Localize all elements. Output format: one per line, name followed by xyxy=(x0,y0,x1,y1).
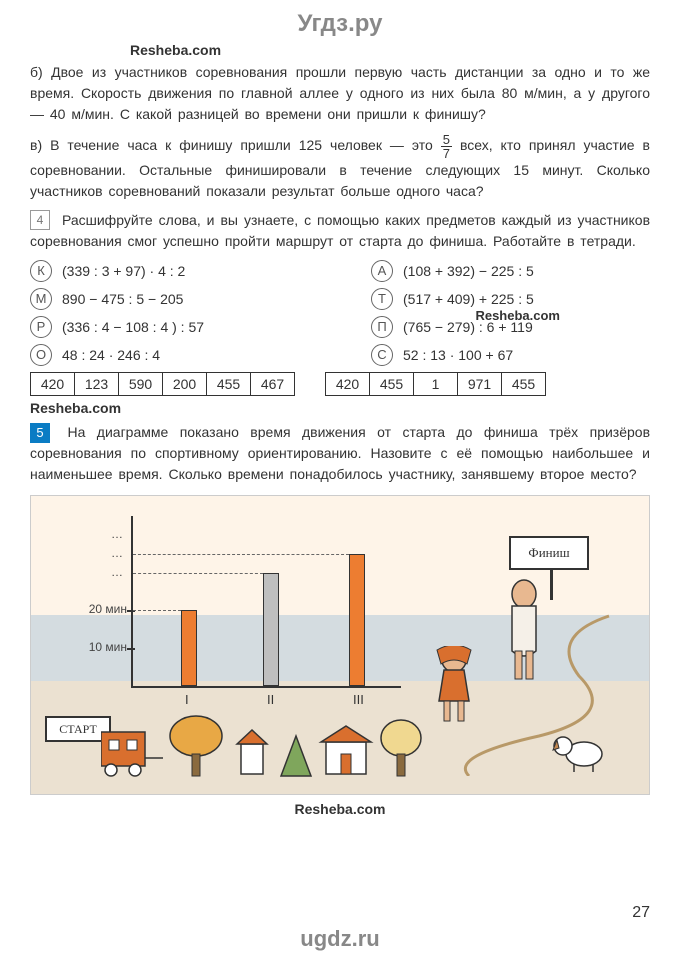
answer-cell: 455 xyxy=(502,373,546,396)
expression-text: (336 : 4 − 108 : 4 ) : 57 xyxy=(62,319,204,335)
y-dots-label: … xyxy=(111,527,123,541)
answer-cell: 200 xyxy=(163,373,207,396)
letter-circle: П xyxy=(371,316,393,338)
finish-post xyxy=(550,570,553,600)
frac-den: 7 xyxy=(441,147,452,160)
answer-cell: 467 xyxy=(251,373,295,396)
path-curve xyxy=(439,606,619,776)
frac-num: 5 xyxy=(441,133,452,147)
problem-b-text: б) Двое из участников соревнования прошл… xyxy=(30,62,650,125)
expression-text: 890 − 475 : 5 − 205 xyxy=(62,291,183,307)
answer-cell: 455 xyxy=(370,373,414,396)
fraction-5-7: 5 7 xyxy=(441,133,452,160)
letter-circle: А xyxy=(371,260,393,282)
expression-text: 52 : 13 · 100 + 67 xyxy=(403,347,513,363)
expression-text: 48 : 24 · 246 : 4 xyxy=(62,347,160,363)
problem-5: 5 На диаграмме показано время движения о… xyxy=(30,422,650,485)
x-category-label: I xyxy=(185,692,189,707)
problem-4: 4 Расшифруйте слова, и вы узнаете, с пом… xyxy=(30,210,650,252)
footer-watermark: ugdz.ru xyxy=(0,926,680,952)
chart-bar xyxy=(349,554,365,686)
letter-circle: О xyxy=(30,344,52,366)
y-dots-label: … xyxy=(111,565,123,579)
chart-bar xyxy=(263,573,279,686)
bar-chart: 10 мин20 мин………IIIIII xyxy=(71,516,391,686)
letter-circle: С xyxy=(371,344,393,366)
dashed-guideline xyxy=(133,573,263,574)
x-category-label: II xyxy=(267,692,274,707)
top-watermark: Угдз.ру xyxy=(30,10,650,38)
answer-cell: 420 xyxy=(31,373,75,396)
expression-row: К (339 : 3 + 97) · 4 : 2 А (108 + 392) − 22… xyxy=(30,260,650,282)
answer-cell: 455 xyxy=(207,373,251,396)
site-watermark-1: Resheba.com xyxy=(30,42,650,58)
dashed-guideline xyxy=(133,610,181,611)
answer-table-right: 4204551971455 xyxy=(325,372,546,396)
letter-circle: Р xyxy=(30,316,52,338)
expression-text: (108 + 392) − 225 : 5 xyxy=(403,263,534,279)
chart-section: 10 мин20 мин………IIIIII Финиш СТАРТ xyxy=(30,495,650,795)
answer-cell: 971 xyxy=(458,373,502,396)
site-watermark-3: Resheba.com xyxy=(30,400,650,416)
letter-circle: Т xyxy=(371,288,393,310)
site-watermark-4: Resheba.com xyxy=(30,801,650,817)
chart-bar xyxy=(181,610,197,686)
answer-cell: 590 xyxy=(119,373,163,396)
y-tick-mark xyxy=(127,648,135,650)
problem-4-text: Расшифруйте слова, и вы узнаете, с помощ… xyxy=(30,212,650,249)
problem-5-text: На диаграмме показано время движения от … xyxy=(30,424,650,482)
answer-cell: 420 xyxy=(326,373,370,396)
finish-sign: Финиш xyxy=(509,536,589,570)
problem-v-pre: в) В течение часа к финишу пришли 125 че… xyxy=(30,137,441,153)
dashed-guideline xyxy=(133,554,349,555)
answer-table-left: 420123590200455467 xyxy=(30,372,295,396)
y-dots-label: … xyxy=(111,546,123,560)
expression-text: (339 : 3 + 97) · 4 : 2 xyxy=(62,263,185,279)
expression-text: (517 + 409) + 225 : 5 xyxy=(403,291,534,307)
problem-4-number: 4 xyxy=(30,210,50,230)
problem-5-number: 5 xyxy=(30,423,50,443)
page-number: 27 xyxy=(632,904,650,922)
y-tick-label: 10 мин xyxy=(71,640,127,654)
answer-tables: 420123590200455467 4204551971455 xyxy=(30,372,650,396)
letter-circle: М xyxy=(30,288,52,310)
x-category-label: III xyxy=(353,692,364,707)
answer-cell: 123 xyxy=(75,373,119,396)
expression-row: О 48 : 24 · 246 : 4 С 52 : 13 · 100 + 67 xyxy=(30,344,650,366)
y-tick-label: 20 мин xyxy=(71,602,127,616)
answer-cell: 1 xyxy=(414,373,458,396)
site-watermark-2: Resheba.com xyxy=(475,306,560,326)
letter-circle: К xyxy=(30,260,52,282)
problem-v-text: в) В течение часа к финишу пришли 125 че… xyxy=(30,133,650,202)
x-axis xyxy=(131,686,401,688)
y-axis xyxy=(131,516,133,686)
train-houses xyxy=(101,714,441,784)
